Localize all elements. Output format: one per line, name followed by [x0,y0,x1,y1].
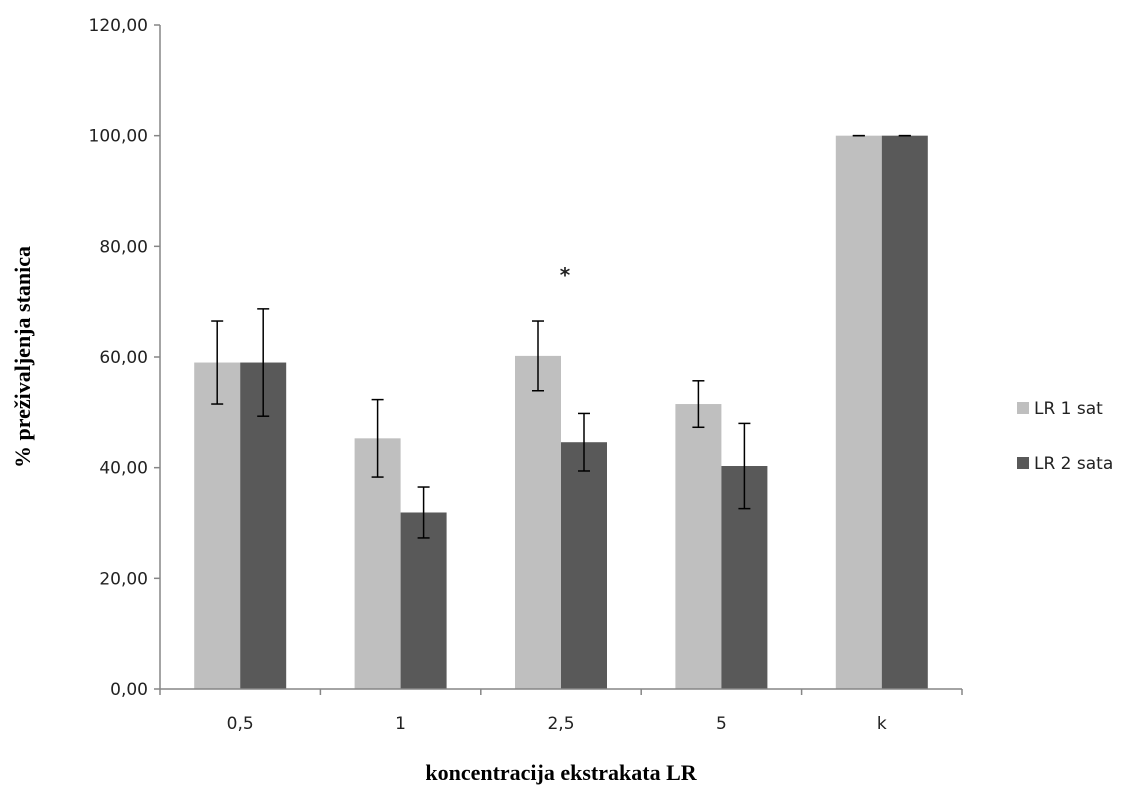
error-bar [211,320,224,405]
legend-swatch-lr-1-sat [1017,402,1029,414]
x-ticks-layer: 0,5 1 2,5 5 k [159,689,963,734]
y-ticks-layer: 0,00 20,00 40,00 60,00 80,00 100,00 120,00 [89,16,160,700]
significance-marker: * [560,263,571,287]
bar-lr-1-sat-0-5 [194,362,241,689]
error-bar [532,320,544,392]
x-tick-label: k [877,714,887,734]
y-axis-title: % preživaljenja stanica [10,246,35,468]
error-bar [371,398,384,478]
legend-swatch-lr-2-sata [1017,457,1029,469]
y-tick-label: 20,00 [99,569,148,589]
x-axis-title: koncentracija ekstrakata LR [425,760,697,785]
error-bar [578,412,590,472]
y-tick-label: 40,00 [99,459,148,479]
error-bar [257,308,270,417]
bar-lr-2-sata-2-5 [561,442,607,689]
bar-lr-1-sat-1 [354,438,401,689]
x-tick-label: 1 [395,714,406,734]
error-bar [417,486,430,539]
x-tick-label: 0,5 [227,714,254,734]
bar-lr-2-sata-k [881,135,928,689]
bar-lr-1-sat-k [835,135,882,689]
bars-layer [194,135,928,689]
annotations-layer: * [560,263,571,287]
legend-label-lr-2-sata: LR 2 sata [1034,454,1113,474]
y-tick-label: 100,00 [89,127,148,147]
bar-lr-1-sat-5 [675,404,722,689]
error-bars-layer [211,134,911,539]
y-tick-label: 60,00 [99,348,148,368]
legend: LR 1 sat LR 2 sata [1017,399,1113,474]
x-tick-label: 5 [716,714,727,734]
error-bar [692,380,705,429]
bar-lr-2-sata-1 [400,512,447,689]
error-bar [738,422,751,510]
y-tick-label: 80,00 [99,237,148,257]
x-tick-label: 2,5 [547,714,574,734]
y-tick-label: 120,00 [89,16,148,36]
y-tick-label: 0,00 [110,680,148,700]
legend-label-lr-1-sat: LR 1 sat [1034,399,1103,419]
bar-lr-1-sat-2-5 [515,355,561,689]
